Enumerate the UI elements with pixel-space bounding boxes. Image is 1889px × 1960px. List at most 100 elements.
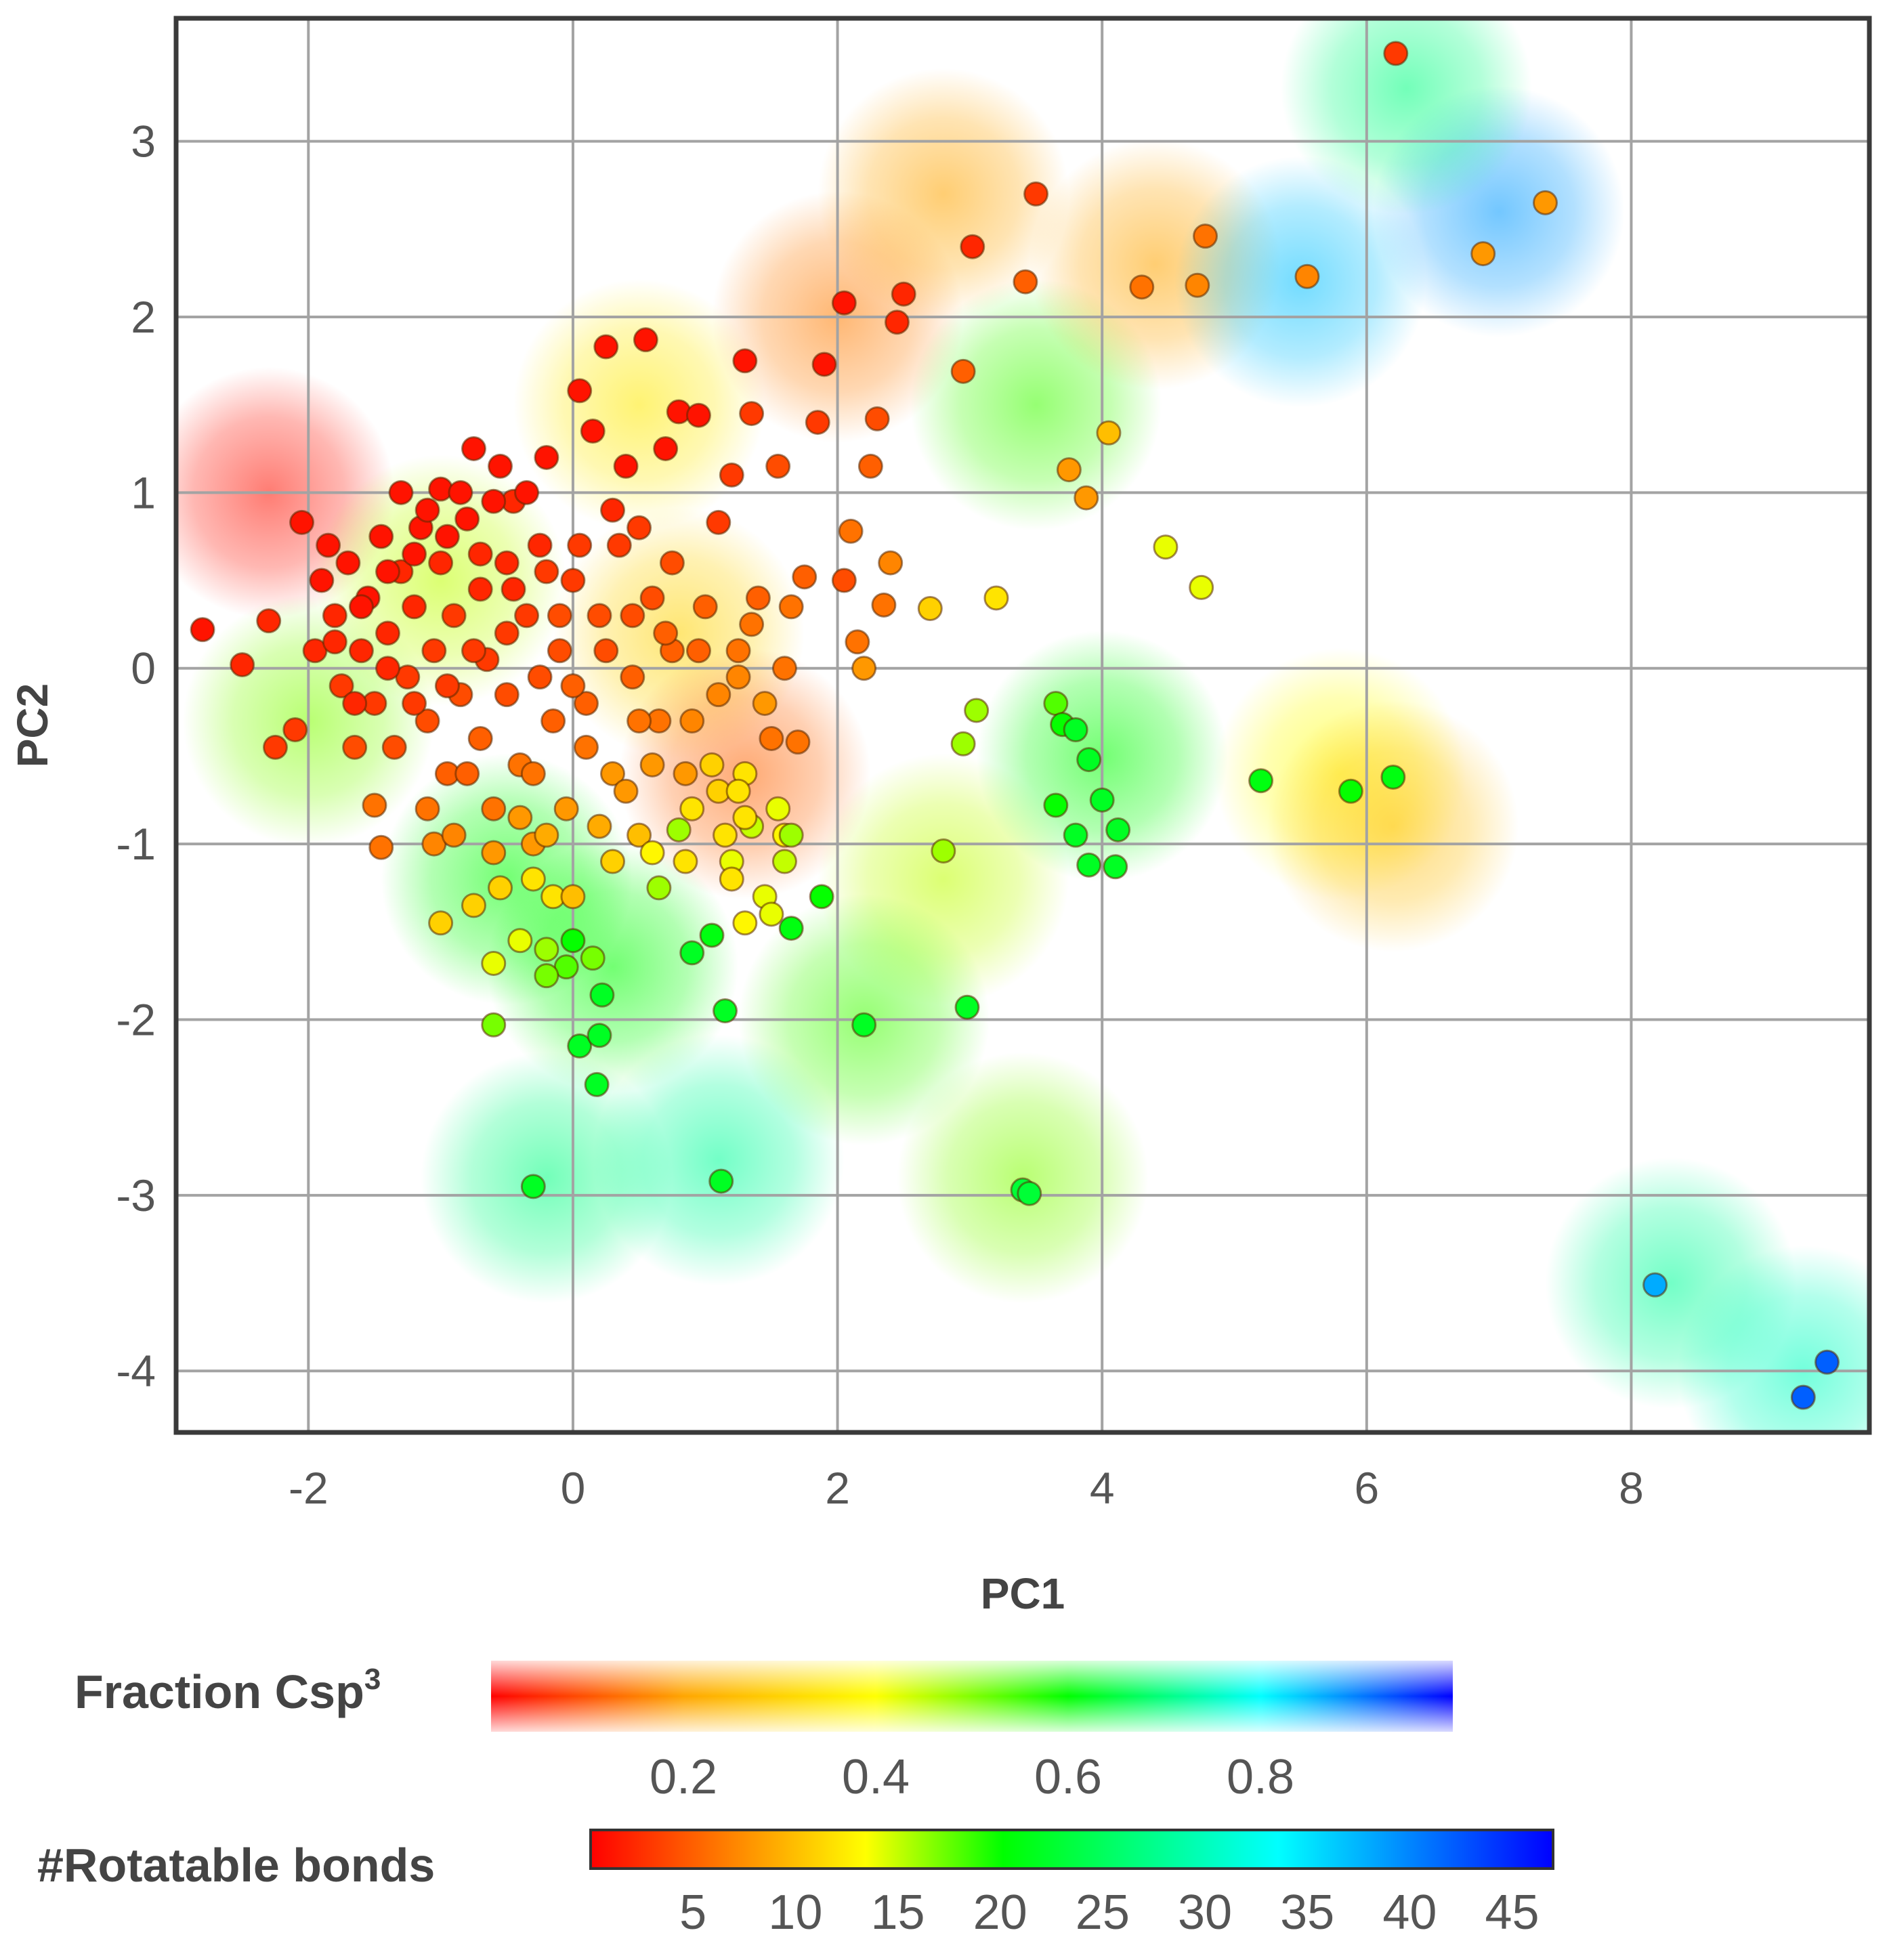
data-point xyxy=(316,532,341,558)
data-point xyxy=(745,585,771,611)
data-point xyxy=(584,1071,610,1097)
data-point xyxy=(441,603,467,629)
data-point xyxy=(606,532,632,558)
data-point xyxy=(467,576,493,602)
data-point xyxy=(706,682,731,708)
x-axis-title: PC1 xyxy=(981,1569,1065,1618)
data-point xyxy=(534,559,559,584)
data-point xyxy=(1017,1180,1042,1206)
plot-frame xyxy=(173,16,1872,1435)
data-point xyxy=(488,875,513,901)
data-point xyxy=(878,550,904,576)
data-point xyxy=(593,638,619,664)
density-colorbar-tick: 0.4 xyxy=(842,1750,910,1804)
data-point xyxy=(520,761,546,786)
data-point xyxy=(580,419,606,444)
data-point xyxy=(362,792,387,818)
data-point xyxy=(713,998,738,1023)
data-point xyxy=(1248,768,1274,794)
data-point xyxy=(527,532,553,558)
data-point xyxy=(765,453,791,479)
data-point xyxy=(627,708,652,734)
data-point xyxy=(415,497,440,523)
data-point xyxy=(567,378,593,404)
point-colorbar-tick: 40 xyxy=(1382,1886,1437,1940)
data-point xyxy=(461,435,486,461)
point-colorbar-tick: 20 xyxy=(973,1886,1027,1940)
tick-labels: -2 0 2 4 6 8 -4 -3 -2 -1 0 1 2 3 xyxy=(116,116,1643,1513)
data-point xyxy=(1193,223,1218,249)
data-point xyxy=(778,822,804,848)
data-point xyxy=(587,813,612,839)
data-point xyxy=(659,550,685,576)
data-point xyxy=(461,638,486,664)
data-point xyxy=(639,585,665,611)
data-point xyxy=(725,638,751,664)
data-point xyxy=(507,805,533,830)
data-point xyxy=(402,594,427,620)
y-tick-label: -4 xyxy=(116,1346,156,1396)
data-point xyxy=(805,410,830,435)
data-point xyxy=(679,708,705,734)
data-point xyxy=(527,664,553,690)
data-point xyxy=(725,778,751,804)
density-legend-title-text: Fraction Csp xyxy=(75,1665,364,1718)
data-point xyxy=(600,849,626,874)
density-colorbar-tick: 0.2 xyxy=(650,1750,717,1804)
data-point xyxy=(1189,574,1214,600)
data-point xyxy=(685,402,711,428)
data-point xyxy=(685,638,711,664)
data-point xyxy=(190,617,215,643)
data-point xyxy=(494,550,519,576)
data-point xyxy=(547,603,572,629)
data-point xyxy=(402,541,427,567)
data-point xyxy=(481,950,507,976)
data-point xyxy=(765,796,791,822)
data-point xyxy=(560,673,586,699)
data-point xyxy=(282,717,308,742)
data-point xyxy=(587,603,612,629)
data-point xyxy=(434,673,460,699)
data-point xyxy=(771,849,797,874)
data-point xyxy=(1013,269,1038,295)
y-tick-label: 0 xyxy=(131,643,156,694)
data-point xyxy=(573,691,599,717)
data-point xyxy=(838,518,864,544)
data-point xyxy=(481,796,507,822)
data-point xyxy=(434,524,460,549)
data-point xyxy=(540,708,566,734)
data-point xyxy=(328,673,354,699)
data-point xyxy=(964,698,990,723)
data-point xyxy=(627,515,652,540)
data-point xyxy=(732,910,758,936)
data-point xyxy=(1105,817,1131,843)
data-point xyxy=(845,629,870,655)
data-point xyxy=(673,761,698,786)
data-point xyxy=(534,937,559,962)
data-point xyxy=(342,691,368,717)
density-blob xyxy=(818,68,1069,320)
point-colorbar-tick: 30 xyxy=(1178,1886,1232,1940)
density-legend-title-superscript: 3 xyxy=(364,1663,381,1696)
data-point xyxy=(560,928,586,954)
point-colorbar-bar xyxy=(589,1829,1554,1870)
data-point xyxy=(857,453,883,479)
data-point xyxy=(514,480,540,505)
data-point xyxy=(348,594,374,620)
data-point xyxy=(871,592,897,618)
density-colorbar: 0.2 0.4 0.6 0.8 xyxy=(491,1661,1453,1804)
data-point xyxy=(467,725,493,751)
y-tick-label: -3 xyxy=(116,1170,156,1220)
point-colorbar-tick: 10 xyxy=(768,1886,822,1940)
data-point xyxy=(950,731,976,757)
data-point xyxy=(335,550,361,576)
data-point xyxy=(342,734,368,760)
density-colorbar-fade-overlay xyxy=(491,1661,1453,1732)
data-point xyxy=(1185,272,1210,298)
data-point xyxy=(732,805,758,830)
y-tick-label: -1 xyxy=(116,819,156,869)
point-colorbar-tick: 45 xyxy=(1485,1886,1539,1940)
data-point xyxy=(467,541,493,567)
data-point xyxy=(368,524,394,549)
data-point xyxy=(534,822,559,848)
